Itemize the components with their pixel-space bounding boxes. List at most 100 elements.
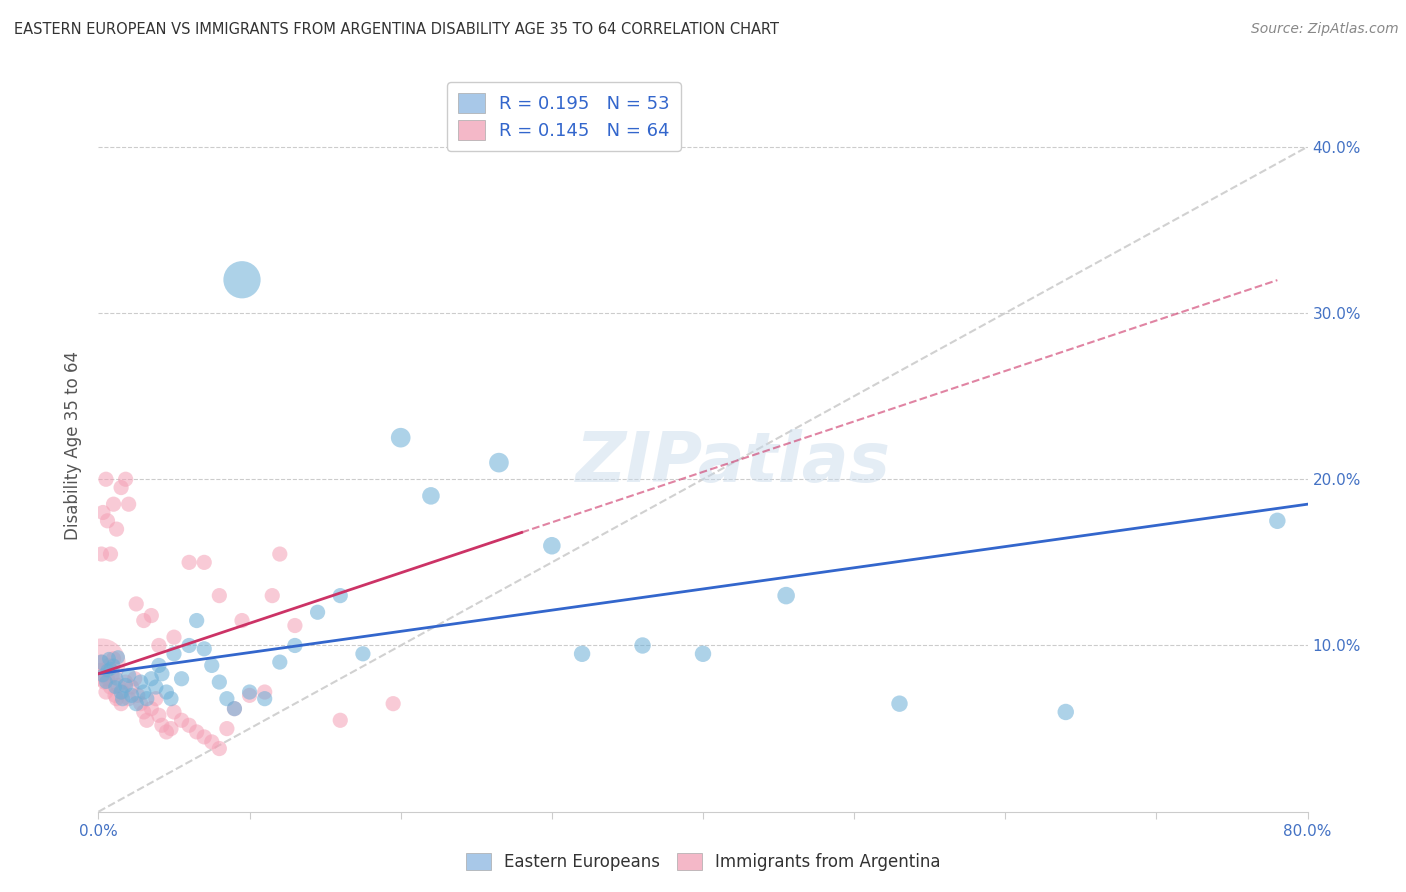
- Point: [90, 655, 112, 669]
- Point: [352, 647, 374, 661]
- Point: [103, 652, 125, 666]
- Point: [148, 639, 170, 653]
- Point: [129, 697, 152, 711]
- Point: [91, 668, 114, 682]
- Point: [91, 668, 114, 682]
- Point: [107, 678, 129, 692]
- Point: [135, 691, 157, 706]
- Point: [193, 730, 215, 744]
- Point: [96, 672, 118, 686]
- Point: [1054, 705, 1077, 719]
- Point: [141, 672, 163, 686]
- Point: [239, 689, 262, 703]
- Point: [170, 714, 193, 728]
- Point: [100, 547, 122, 561]
- Point: [163, 705, 186, 719]
- Point: [114, 678, 136, 692]
- Point: [145, 691, 167, 706]
- Point: [215, 722, 238, 736]
- Point: [111, 685, 134, 699]
- Point: [193, 555, 215, 569]
- Legend: R = 0.195   N = 53, R = 0.145   N = 64: R = 0.195 N = 53, R = 0.145 N = 64: [447, 82, 681, 151]
- Point: [382, 697, 405, 711]
- Point: [103, 497, 125, 511]
- Point: [89, 664, 111, 678]
- Point: [100, 680, 122, 694]
- Point: [262, 589, 284, 603]
- Point: [141, 701, 163, 715]
- Point: [179, 718, 201, 732]
- Point: [284, 639, 307, 653]
- Point: [208, 589, 231, 603]
- Y-axis label: Disability Age 35 to 64: Disability Age 35 to 64: [65, 351, 83, 541]
- Point: [224, 701, 246, 715]
- Point: [96, 514, 118, 528]
- Point: [1267, 514, 1289, 528]
- Point: [105, 691, 128, 706]
- Point: [186, 725, 208, 739]
- Point: [132, 685, 155, 699]
- Point: [307, 605, 329, 619]
- Legend: Eastern Europeans, Immigrants from Argentina: Eastern Europeans, Immigrants from Argen…: [457, 845, 949, 880]
- Point: [208, 741, 231, 756]
- Point: [631, 639, 654, 653]
- Point: [114, 472, 136, 486]
- Point: [389, 431, 412, 445]
- Point: [208, 675, 231, 690]
- Point: [98, 658, 121, 673]
- Point: [163, 647, 186, 661]
- Point: [329, 589, 352, 603]
- Text: ZIPatlas: ZIPatlas: [575, 429, 891, 496]
- Point: [284, 618, 307, 632]
- Point: [118, 668, 141, 682]
- Point: [104, 689, 127, 703]
- Point: [118, 497, 141, 511]
- Point: [94, 675, 117, 690]
- Text: Source: ZipAtlas.com: Source: ZipAtlas.com: [1251, 22, 1399, 37]
- Point: [94, 685, 117, 699]
- Point: [121, 680, 143, 694]
- Point: [135, 714, 157, 728]
- Point: [269, 547, 291, 561]
- Point: [148, 658, 170, 673]
- Point: [101, 668, 124, 682]
- Point: [125, 597, 148, 611]
- Point: [121, 689, 143, 703]
- Point: [231, 273, 253, 287]
- Point: [132, 705, 155, 719]
- Point: [125, 697, 148, 711]
- Point: [90, 655, 112, 669]
- Point: [160, 691, 183, 706]
- Point: [269, 655, 291, 669]
- Point: [111, 691, 134, 706]
- Point: [329, 714, 352, 728]
- Point: [118, 691, 141, 706]
- Point: [775, 589, 797, 603]
- Point: [103, 658, 125, 673]
- Point: [98, 652, 121, 666]
- Point: [91, 506, 114, 520]
- Point: [201, 735, 224, 749]
- Point: [148, 708, 170, 723]
- Point: [100, 662, 122, 676]
- Point: [129, 675, 152, 690]
- Point: [105, 672, 128, 686]
- Point: [889, 697, 911, 711]
- Point: [193, 641, 215, 656]
- Point: [253, 685, 276, 699]
- Point: [105, 522, 128, 536]
- Point: [90, 655, 112, 669]
- Point: [110, 697, 132, 711]
- Point: [179, 555, 201, 569]
- Point: [96, 664, 118, 678]
- Point: [145, 680, 167, 694]
- Point: [104, 680, 127, 694]
- Text: EASTERN EUROPEAN VS IMMIGRANTS FROM ARGENTINA DISABILITY AGE 35 TO 64 CORRELATIO: EASTERN EUROPEAN VS IMMIGRANTS FROM ARGE…: [14, 22, 779, 37]
- Point: [127, 689, 149, 703]
- Point: [150, 718, 173, 732]
- Point: [692, 647, 714, 661]
- Point: [163, 630, 186, 644]
- Point: [110, 481, 132, 495]
- Point: [231, 614, 253, 628]
- Point: [253, 691, 276, 706]
